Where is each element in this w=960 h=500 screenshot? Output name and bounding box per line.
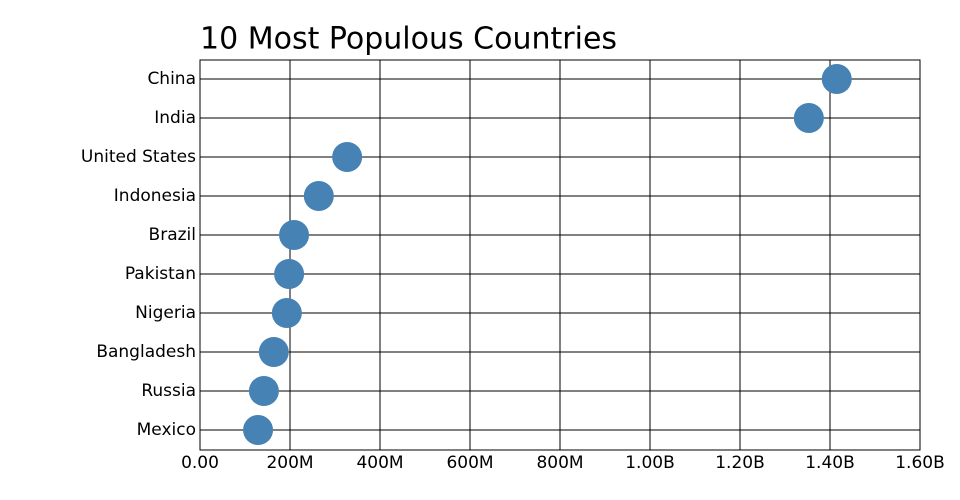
x-tick-label: 1.60B: [895, 453, 945, 473]
dot: [821, 64, 852, 94]
dot: [274, 259, 305, 289]
x-tick-label: 1.20B: [715, 453, 765, 473]
x-tick-label: 1.00B: [625, 453, 675, 473]
y-tick-label: United States: [81, 147, 196, 167]
x-tick-label: 200M: [266, 453, 313, 473]
x-tick-label: 800M: [536, 453, 583, 473]
chart-title: 10 Most Populous Countries: [200, 22, 617, 57]
y-tick-label: Russia: [141, 381, 196, 401]
y-tick-label: Mexico: [137, 420, 196, 440]
dot: [332, 142, 363, 172]
dot: [258, 337, 289, 367]
x-tick-label: 0.00: [181, 453, 219, 473]
y-tick-label: Indonesia: [114, 186, 196, 206]
dot: [303, 181, 334, 211]
dot: [248, 376, 279, 406]
y-tick-label: Brazil: [149, 225, 196, 245]
x-tick-label: 1.40B: [805, 453, 855, 473]
dot: [271, 298, 302, 328]
x-tick-label: 400M: [356, 453, 403, 473]
dot: [793, 103, 824, 133]
y-tick-label: India: [154, 108, 196, 128]
dot: [243, 415, 274, 445]
y-tick-label: China: [147, 69, 196, 89]
y-tick-label: Pakistan: [125, 264, 196, 284]
y-tick-label: Bangladesh: [96, 342, 196, 362]
x-tick-label: 600M: [446, 453, 493, 473]
y-tick-label: Nigeria: [135, 303, 196, 323]
dot: [279, 220, 310, 250]
